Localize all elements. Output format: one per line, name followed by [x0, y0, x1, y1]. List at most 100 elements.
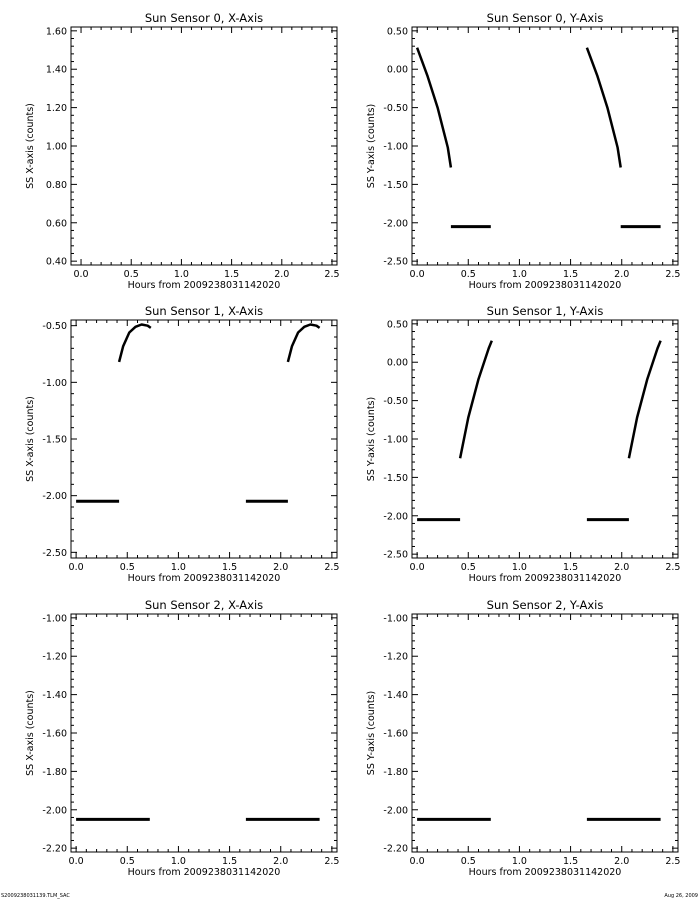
x-axis-label: Hours from 2009238031142020 [469, 867, 622, 878]
x-tick-label: 0.0 [410, 856, 425, 867]
y-tick-label: -1.50 [383, 473, 408, 484]
y-axis-label: SS Y-axis (counts) [366, 104, 377, 188]
y-tick-label: -2.20 [42, 844, 67, 855]
y-tick-label: -1.00 [42, 613, 67, 624]
x-tick-label: 2.5 [665, 856, 680, 867]
x-axis-label: Hours from 2009238031142020 [128, 573, 281, 584]
y-tick-label: 0.80 [46, 180, 67, 191]
plot-frame [70, 613, 338, 853]
data-series-1 [458, 340, 493, 459]
y-tick-label: 0.50 [387, 26, 408, 37]
x-tick-label: 0.5 [124, 269, 139, 280]
y-tick-label: -1.00 [383, 142, 408, 153]
y-tick-label: -0.50 [383, 396, 408, 407]
x-tick-label: 0.0 [69, 856, 84, 867]
y-axis-label: SS X-axis (counts) [25, 690, 36, 776]
data-series-0 [415, 47, 453, 168]
x-tick-label: 0.5 [461, 269, 476, 280]
chart-title: Sun Sensor 1, X-Axis [145, 304, 263, 318]
y-tick-label: -2.50 [383, 257, 408, 268]
x-tick-label: 1.0 [171, 856, 186, 867]
x-tick-label: 1.0 [174, 269, 189, 280]
y-tick-label: 1.60 [46, 26, 67, 37]
y-tick-label: -2.50 [42, 548, 67, 559]
y-tick-label: -1.20 [42, 652, 67, 663]
x-tick-label: 2.5 [665, 269, 680, 280]
y-tick-label: -1.00 [42, 378, 67, 389]
y-tick-label: -2.00 [383, 511, 408, 522]
y-tick-label: 0.60 [46, 218, 67, 229]
y-tick-label: -2.00 [383, 218, 408, 229]
x-tick-label: 1.0 [512, 856, 527, 867]
y-tick-label: 0.00 [387, 358, 408, 369]
y-tick-label: 0.40 [46, 257, 67, 268]
chart-panel-5: Sun Sensor 2, Y-Axis 0.0 0.5 1.0 1.5 2.0 2.5 -2… [366, 598, 680, 878]
y-tick-label: -0.50 [42, 321, 67, 332]
y-axis-label: SS X-axis (counts) [25, 396, 36, 482]
x-tick-label: 1.0 [512, 269, 527, 280]
y-tick-label: -2.20 [383, 844, 408, 855]
data-series-2 [585, 47, 622, 168]
x-tick-label: 1.5 [563, 856, 578, 867]
x-tick-label: 0.5 [461, 562, 476, 573]
y-tick-label: -2.50 [383, 550, 408, 561]
chart-panel-0: Sun Sensor 0, X-Axis 0.0 0.5 1.0 1.5 2.0 2.5 0.… [25, 11, 340, 291]
x-tick-label: 2.5 [324, 269, 339, 280]
data-series-3 [286, 323, 321, 363]
y-tick-label: -1.80 [383, 767, 408, 778]
y-tick-label: -1.50 [383, 180, 408, 191]
chart-panel-1: Sun Sensor 0, Y-Axis 0.0 0.5 1.0 1.5 2.0 2.5 -2… [366, 11, 680, 291]
y-tick-label: 0.00 [387, 65, 408, 76]
x-tick-label: 2.0 [273, 856, 288, 867]
x-tick-label: 0.5 [120, 562, 135, 573]
chart-panel-3: Sun Sensor 1, Y-Axis 0.0 0.5 1.0 1.5 2.0 2.5 -2… [366, 304, 680, 584]
y-axis-label: SS Y-axis (counts) [366, 397, 377, 481]
x-tick-label: 1.0 [171, 562, 186, 573]
data-series-1 [117, 323, 152, 363]
x-axis-label: Hours from 2009238031142020 [128, 280, 281, 291]
x-tick-label: 1.5 [222, 856, 237, 867]
x-tick-label: 0.0 [73, 269, 88, 280]
x-tick-label: 2.5 [324, 562, 339, 573]
y-tick-label: 1.00 [46, 142, 67, 153]
x-axis-label: Hours from 2009238031142020 [128, 867, 281, 878]
x-axis-label: Hours from 2009238031142020 [469, 280, 622, 291]
x-tick-label: 2.0 [273, 562, 288, 573]
y-tick-label: -1.40 [383, 690, 408, 701]
x-tick-label: 1.5 [563, 269, 578, 280]
chart-title: Sun Sensor 1, Y-Axis [487, 304, 604, 318]
data-series-3 [627, 340, 662, 459]
y-tick-label: -1.20 [383, 652, 408, 663]
plot-frame [411, 26, 679, 266]
chart-panel-4: Sun Sensor 2, X-Axis 0.0 0.5 1.0 1.5 2.0 2.5 -2… [25, 598, 339, 878]
y-tick-label: -2.00 [383, 805, 408, 816]
y-tick-label: -1.00 [383, 435, 408, 446]
y-tick-label: -2.00 [42, 805, 67, 816]
x-tick-label: 0.5 [120, 856, 135, 867]
chart-panel-2: Sun Sensor 1, X-Axis 0.0 0.5 1.0 1.5 2.0 2.5 -2… [25, 304, 339, 584]
chart-title: Sun Sensor 2, Y-Axis [487, 598, 604, 612]
x-tick-label: 2.5 [665, 562, 680, 573]
chart-title: Sun Sensor 0, X-Axis [145, 11, 263, 25]
x-tick-label: 2.0 [614, 856, 629, 867]
y-tick-label: -2.00 [42, 491, 67, 502]
chart-title: Sun Sensor 0, Y-Axis [487, 11, 604, 25]
plot-frame [70, 26, 338, 266]
x-tick-label: 1.5 [563, 562, 578, 573]
y-tick-label: 1.40 [46, 65, 67, 76]
x-tick-label: 0.0 [410, 562, 425, 573]
y-tick-label: -1.40 [42, 690, 67, 701]
footer-date: Aug 26, 2009 [664, 893, 698, 899]
x-axis-label: Hours from 2009238031142020 [469, 573, 622, 584]
x-tick-label: 0.5 [461, 856, 476, 867]
y-tick-label: -1.80 [42, 767, 67, 778]
x-tick-label: 0.0 [410, 269, 425, 280]
y-tick-label: -1.00 [383, 613, 408, 624]
x-tick-label: 2.0 [274, 269, 289, 280]
footer-filename: S2009238031139.TLM_SAC [1, 893, 70, 899]
y-axis-label: SS Y-axis (counts) [366, 691, 377, 775]
x-tick-label: 0.0 [69, 562, 84, 573]
x-tick-label: 2.0 [614, 269, 629, 280]
plot-frame [411, 319, 679, 559]
